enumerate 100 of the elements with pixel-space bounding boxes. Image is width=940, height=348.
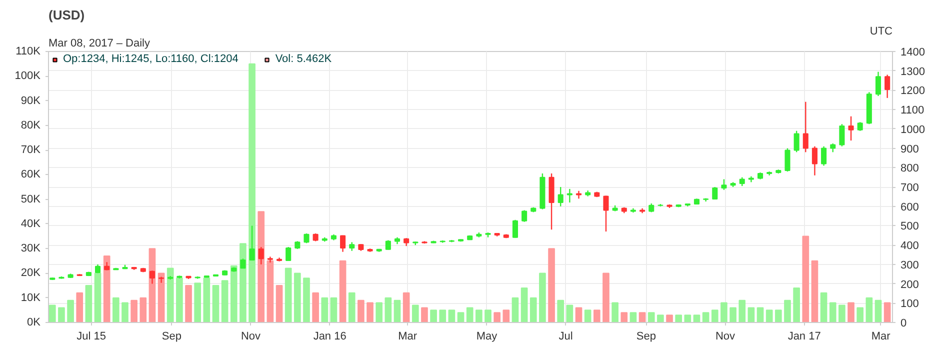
bar: [112, 297, 120, 322]
bar: [494, 312, 500, 322]
bar: [158, 272, 165, 322]
bar: [793, 288, 800, 322]
bar: [584, 310, 592, 322]
x-tick-label: Nov: [240, 330, 262, 342]
bar: [284, 268, 292, 322]
bar: [394, 300, 401, 322]
y2-tick-label: 1000: [900, 124, 925, 136]
y2-tick-label: 1100: [900, 104, 924, 117]
x-tick-label: Jan 17: [788, 330, 821, 342]
bar: [884, 302, 891, 322]
bar: [366, 302, 374, 322]
bar: [602, 272, 610, 322]
bar: [638, 312, 646, 322]
y-tick-label: 10K: [20, 292, 42, 304]
bar: [176, 278, 183, 322]
bar: [58, 307, 65, 322]
candlestick: [839, 123, 845, 147]
y2-tick-label: 100: [900, 298, 919, 310]
y2-tick-label: 700: [900, 182, 919, 194]
bar: [575, 307, 582, 322]
bar: [484, 310, 492, 322]
bar: [848, 302, 854, 322]
bar: [593, 310, 600, 322]
x-tick-label: Jan 16: [313, 330, 346, 342]
bar: [502, 310, 510, 322]
bar: [657, 314, 664, 322]
bar: [303, 278, 310, 322]
bar: [620, 312, 628, 322]
bar: [85, 285, 92, 322]
y-tick-label: 40K: [20, 218, 42, 230]
bar: [348, 292, 356, 322]
candlestick: [158, 276, 164, 284]
bar: [94, 272, 102, 322]
candlestick: [821, 146, 827, 166]
legend-label: Op:1234, Hi:1245, Lo:1160, Cl:1204: [63, 53, 238, 65]
candlestick: [240, 258, 246, 269]
bar: [248, 63, 256, 322]
candlestick: [712, 186, 718, 200]
y-tick-label: 0K: [27, 316, 42, 328]
bar: [448, 310, 456, 322]
candlestick: [304, 232, 310, 244]
bar: [312, 292, 319, 322]
bar: [185, 285, 192, 322]
bar: [874, 300, 882, 322]
bar: [203, 278, 210, 322]
y2-tick-label: 1300: [900, 66, 925, 78]
bar: [748, 307, 755, 322]
bar: [276, 285, 283, 322]
bar: [548, 248, 555, 322]
x-tick-label: Sep: [162, 330, 182, 342]
bar: [693, 314, 700, 322]
bar: [774, 310, 782, 322]
candlestick: [286, 246, 292, 262]
candlestick: [784, 148, 790, 172]
y2-tick-label: 500: [900, 220, 919, 233]
bar: [402, 292, 410, 322]
bar: [566, 304, 574, 322]
bar: [530, 297, 537, 322]
y-tick-label: 60K: [20, 168, 42, 181]
bar: [738, 300, 746, 322]
bar: [457, 312, 464, 322]
bar: [720, 302, 728, 322]
bar: [421, 307, 428, 322]
bar: [439, 310, 446, 322]
bar: [612, 302, 618, 322]
candlestick: [385, 240, 391, 250]
candlestick: [512, 219, 518, 238]
bar: [166, 268, 174, 322]
bar: [384, 297, 392, 322]
bar: [476, 310, 482, 322]
bar: [466, 307, 474, 322]
bar: [221, 280, 228, 322]
bar: [520, 288, 528, 322]
candlestick: [340, 234, 346, 252]
bar: [630, 312, 637, 322]
bar: [67, 300, 74, 322]
y2-tick-label: 900: [900, 143, 919, 156]
bar: [856, 307, 864, 322]
bar: [339, 260, 346, 322]
bar: [130, 300, 138, 322]
bar: [811, 260, 818, 322]
candlestick: [558, 186, 564, 207]
bar: [76, 292, 84, 322]
bar: [802, 236, 810, 322]
y-tick-label: 20K: [20, 267, 42, 280]
candlestick: [149, 270, 155, 284]
bar: [539, 272, 546, 322]
y-tick-label: 30K: [20, 242, 42, 255]
y2-tick-label: 300: [900, 259, 919, 272]
bar: [730, 307, 736, 322]
bar: [675, 314, 682, 322]
bar: [358, 300, 364, 322]
bar: [294, 272, 301, 322]
chart-subtitle: Mar 08, 2017 – Daily: [48, 38, 150, 50]
bar: [103, 255, 110, 322]
y2-tick-label: 400: [900, 240, 919, 252]
y2-tick-label: 1200: [900, 85, 925, 98]
candlestick: [812, 146, 818, 176]
